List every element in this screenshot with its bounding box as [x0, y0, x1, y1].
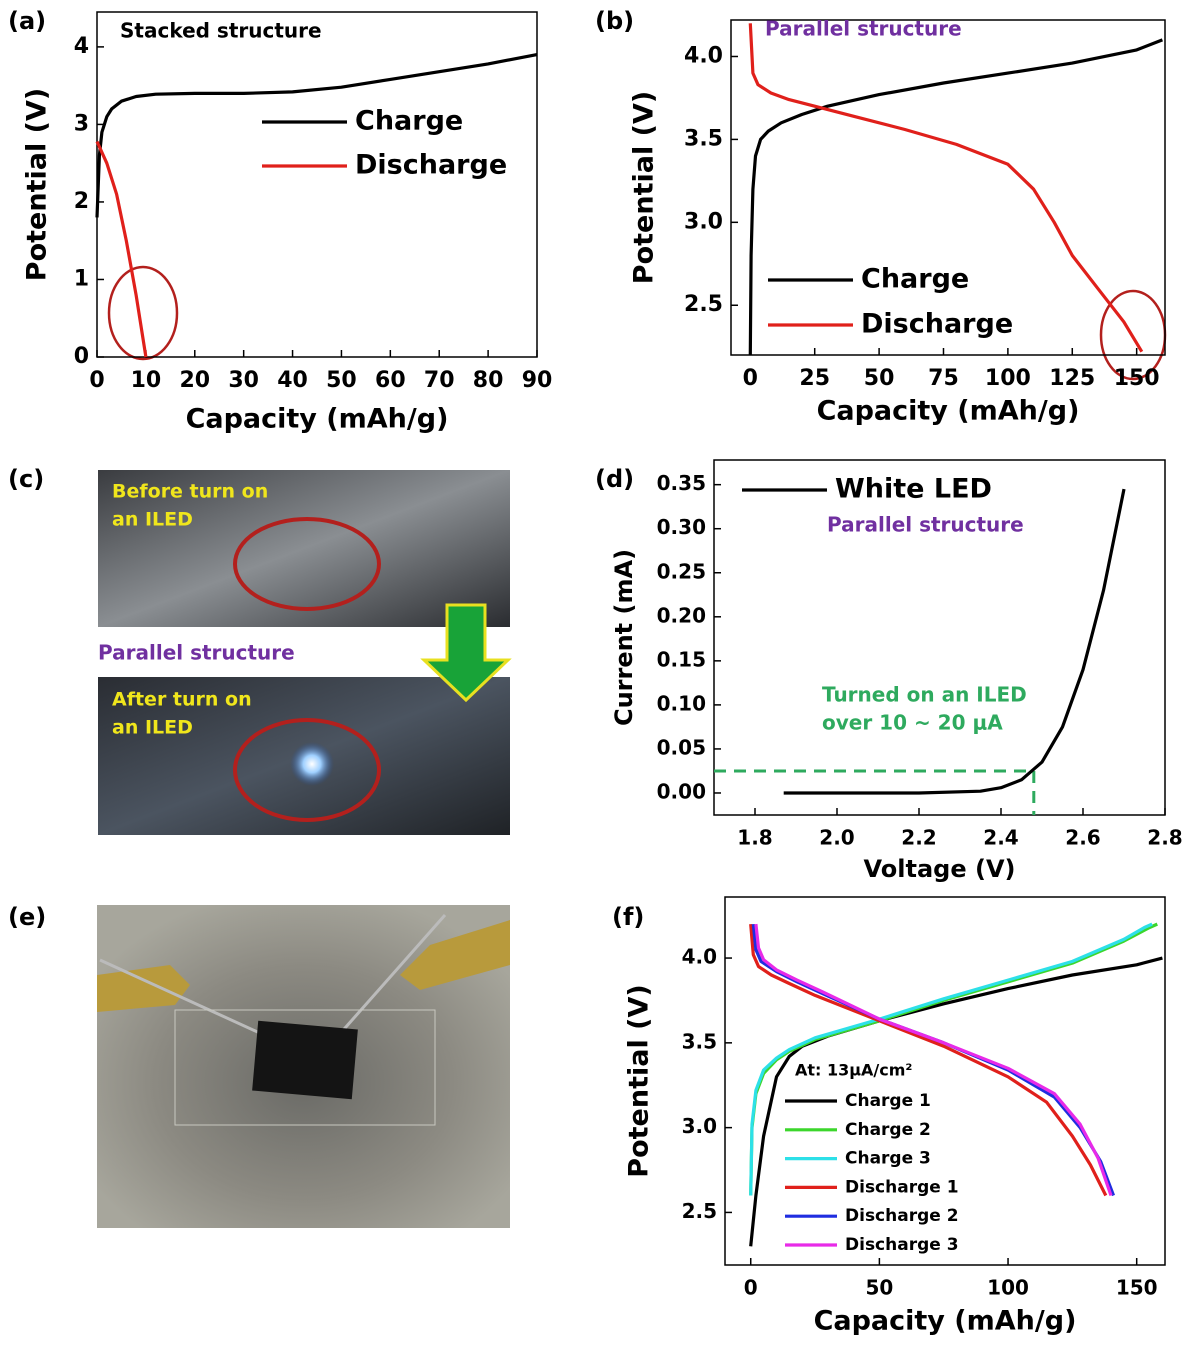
- y-tick-label: 0.25: [657, 559, 706, 583]
- x-tick-label: 2.6: [1065, 826, 1100, 850]
- x-tick-label: 2.8: [1147, 826, 1182, 850]
- y-tick-label: 0.00: [657, 779, 706, 803]
- y-tick-label: 4.0: [682, 945, 717, 969]
- y-tick-label: 4: [74, 34, 89, 59]
- annotation: over 10 ~ 20 μA: [822, 711, 1003, 735]
- x-tick-label: 80: [473, 368, 504, 393]
- panel-label: (c): [8, 465, 44, 493]
- series-line: [750, 23, 1142, 351]
- photo-caption: Before turn on: [112, 481, 268, 503]
- legend-label: Discharge: [861, 309, 1013, 340]
- x-tick-label: 2.2: [901, 826, 936, 850]
- x-tick-label: 1.8: [737, 826, 772, 850]
- photo-caption: Parallel structure: [98, 641, 295, 665]
- x-tick-label: 0: [743, 366, 758, 391]
- x-tick-label: 2.4: [983, 826, 1018, 850]
- annotation: At: 13μA/cm²: [795, 1061, 912, 1080]
- legend-label: Charge: [355, 106, 463, 137]
- x-axis-label: Capacity (mAh/g): [814, 1306, 1077, 1337]
- x-tick-label: 40: [277, 368, 308, 393]
- x-tick-label: 150: [1116, 1276, 1158, 1300]
- x-tick-label: 60: [375, 368, 406, 393]
- legend-label: Discharge 3: [845, 1235, 959, 1255]
- photo-e: (e): [8, 903, 510, 1228]
- annotation: Stacked structure: [120, 19, 322, 43]
- led-glow: [290, 742, 334, 786]
- legend-label: Charge 2: [845, 1120, 931, 1140]
- x-tick-label: 100: [985, 366, 1031, 391]
- y-axis-label: Potential (V): [624, 984, 655, 1177]
- legend-label: Charge: [861, 264, 969, 295]
- x-tick-label: 100: [987, 1276, 1029, 1300]
- figure: Before turn on an ILED Parallel structur…: [0, 0, 1195, 1345]
- x-tick-label: 20: [179, 368, 210, 393]
- legend-label: Discharge 2: [845, 1206, 959, 1226]
- annotation: Parallel structure: [765, 17, 962, 41]
- y-tick-label: 2.5: [684, 292, 723, 317]
- legend-label: Discharge: [355, 150, 507, 181]
- photo-caption: an ILED: [112, 509, 193, 531]
- y-axis-label: Current (mA): [610, 549, 638, 726]
- x-tick-label: 70: [424, 368, 455, 393]
- x-tick-label: 90: [522, 368, 553, 393]
- series-line: [97, 142, 146, 358]
- panel-label: (f): [612, 903, 644, 931]
- x-tick-label: 30: [228, 368, 259, 393]
- y-tick-label: 0.20: [657, 603, 706, 627]
- y-tick-label: 0.30: [657, 515, 706, 539]
- y-tick-label: 3.5: [684, 126, 723, 151]
- y-axis-label: Potential (V): [22, 88, 53, 281]
- y-tick-label: 0.35: [657, 471, 706, 495]
- y-tick-label: 3.5: [682, 1029, 717, 1053]
- x-tick-label: 0: [89, 368, 104, 393]
- x-tick-label: 125: [1049, 366, 1095, 391]
- y-tick-label: 1: [74, 266, 89, 291]
- y-tick-label: 0.05: [657, 735, 706, 759]
- x-tick-label: 50: [326, 368, 357, 393]
- y-tick-label: 0.15: [657, 647, 706, 671]
- legend-label: Charge 1: [845, 1091, 931, 1111]
- y-tick-label: 3.0: [682, 1114, 717, 1138]
- annotation: Turned on an ILED: [822, 683, 1027, 707]
- photo-caption: an ILED: [112, 717, 193, 739]
- panel-label: (b): [595, 7, 634, 35]
- panel-label: (a): [8, 7, 46, 35]
- panel-label: (d): [595, 465, 634, 493]
- y-tick-label: 2.5: [682, 1199, 717, 1223]
- x-tick-label: 2.0: [819, 826, 854, 850]
- photo-caption: After turn on: [112, 689, 252, 711]
- annotation: Parallel structure: [827, 513, 1024, 537]
- panel-label: (e): [8, 903, 46, 931]
- x-axis-label: Voltage (V): [864, 855, 1016, 883]
- x-axis-label: Capacity (mAh/g): [186, 404, 449, 435]
- x-tick-label: 25: [799, 366, 830, 391]
- legend-label: White LED: [835, 474, 992, 505]
- y-axis-label: Potential (V): [629, 91, 660, 284]
- y-tick-label: 3: [74, 111, 89, 136]
- device: [252, 1021, 358, 1099]
- x-tick-label: 50: [865, 1276, 893, 1300]
- y-tick-label: 3.0: [684, 209, 723, 234]
- x-tick-label: 75: [928, 366, 959, 391]
- x-tick-label: 150: [1114, 366, 1160, 391]
- photo-c: Before turn on an ILED Parallel structur…: [8, 465, 510, 835]
- y-tick-label: 0: [74, 344, 89, 369]
- series-line: [97, 55, 537, 218]
- x-tick-label: 50: [864, 366, 895, 391]
- legend-label: Charge 3: [845, 1149, 931, 1169]
- x-tick-label: 0: [744, 1276, 758, 1300]
- plot-frame: [731, 20, 1165, 355]
- y-tick-label: 2: [74, 189, 89, 214]
- legend-label: Discharge 1: [845, 1177, 959, 1197]
- y-tick-label: 4.0: [684, 43, 723, 68]
- page: Before turn on an ILED Parallel structur…: [0, 0, 1195, 1345]
- x-tick-label: 10: [131, 368, 162, 393]
- x-axis-label: Capacity (mAh/g): [817, 396, 1080, 427]
- plot-frame: [97, 12, 537, 357]
- y-tick-label: 0.10: [657, 691, 706, 715]
